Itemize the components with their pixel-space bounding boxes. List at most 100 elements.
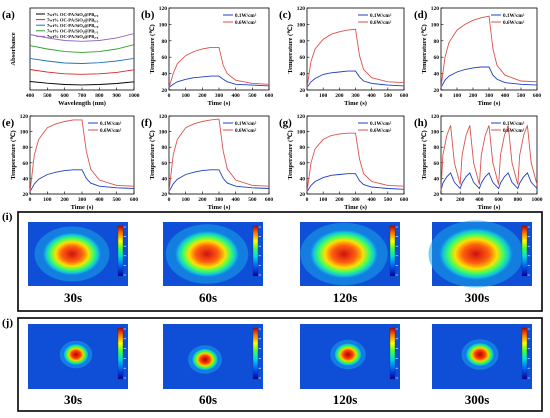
legend-entry: 0.6W/cm²	[235, 128, 257, 134]
legend-entry: 0.6W/cm²	[503, 128, 525, 134]
panel-label: (d)	[414, 9, 428, 21]
y-axis-label: Temperature (℃)	[148, 130, 156, 179]
legend-entry: 7wt% OC-PA/SiO₂@PB₀.₀	[47, 12, 99, 17]
x-tick-label: 200	[198, 197, 207, 203]
x-tick-label: 500	[384, 93, 393, 99]
y-tick-label: 20	[300, 192, 306, 198]
y-axis-label: Temperature (℃)	[420, 24, 428, 73]
x-tick-label: 400	[475, 197, 484, 203]
x-tick-label: 500	[248, 93, 257, 99]
chart-panel-1: (b) 0 100 200 300 400 500 600 20 40 60 80 100 120 Time…	[141, 6, 273, 107]
thermal-frame-2: 120s	[300, 324, 400, 407]
y-tick-label: 60	[300, 55, 306, 61]
x-tick-label: 300	[78, 197, 87, 203]
series-line	[29, 57, 135, 64]
panel-label: (b)	[141, 9, 155, 21]
x-axis-label: Time (s)	[478, 204, 501, 211]
legend-entry: 7wt% OC-PA/SiO₂@PB₁.₀	[47, 23, 99, 28]
y-tick-label: 60	[434, 161, 440, 167]
x-tick-label: 400	[232, 93, 241, 99]
legend-entry: 7wt% OC-PA/SiO₂@PB₀.₅	[47, 17, 99, 22]
legend-entry: 0.1W/cm²	[100, 121, 122, 127]
x-tick-label: 400	[232, 197, 241, 203]
y-axis-label: Absorbance	[10, 32, 17, 65]
thermal-hotspot	[174, 230, 240, 278]
y-tick-label: 120	[431, 6, 440, 12]
legend-entry: 0.6W/cm²	[370, 20, 392, 26]
x-tick-label: 300	[351, 197, 360, 203]
x-tick-label: 600	[265, 197, 274, 203]
y-tick-label: 40	[162, 176, 168, 182]
x-tick-label: 300	[215, 93, 224, 99]
y-tick-label: 60	[434, 55, 440, 61]
thermal-frame-1: 60s	[163, 324, 263, 407]
y-axis-label: Temperature (℃)	[420, 130, 428, 179]
chart-panel-6: (g) 0 100 200 300 400 500 600 20 40 60 80 100 120 Time…	[279, 114, 408, 211]
y-tick-label: 100	[159, 130, 168, 136]
y-tick-label: 120	[20, 114, 29, 120]
y-tick-label: 120	[431, 114, 440, 120]
x-tick-label: 0	[306, 197, 309, 203]
x-tick-label: 700	[78, 93, 87, 99]
x-tick-label: 800	[514, 197, 523, 203]
x-axis-label: Time (s)	[344, 204, 367, 211]
x-tick-label: 600	[533, 93, 542, 99]
thermal-hotspot	[438, 227, 514, 281]
y-tick-label: 80	[434, 39, 440, 45]
chart-panel-0: (a) 400 500 600 700 800 900 1000 Wavelength (nm)…	[2, 7, 140, 107]
y-tick-label: 40	[434, 176, 440, 182]
frame-time-label: 300s	[465, 392, 490, 407]
y-tick-label: 120	[159, 114, 168, 120]
series-line	[306, 70, 405, 88]
thermal-frame-0: 30s	[28, 222, 128, 305]
y-tick-label: 100	[297, 22, 306, 28]
y-axis-label: Temperature (℃)	[148, 24, 156, 73]
thermal-frame-1: 60s	[163, 222, 263, 305]
x-axis-label: Time (s)	[208, 100, 231, 107]
x-tick-label: 200	[456, 197, 465, 203]
x-tick-label: 400	[501, 93, 510, 99]
x-tick-label: 200	[198, 93, 207, 99]
series-line	[306, 173, 405, 192]
y-tick-label: 60	[162, 161, 168, 167]
frame-time-label: 300s	[465, 290, 490, 305]
x-axis-label: Time (s)	[478, 100, 501, 107]
colorbar	[252, 327, 259, 380]
y-axis-label: Temperature (℃)	[286, 24, 294, 73]
x-tick-label: 200	[61, 197, 70, 203]
y-tick-label: 60	[23, 161, 29, 167]
plot-frame	[440, 115, 538, 195]
chart-panel-2: (c) 0 100 200 300 400 500 600 20 40 60 80 100 120 Time…	[279, 6, 408, 107]
panel-label: (g)	[279, 117, 292, 129]
chart-panel-7: (h) 0 200 400 600 800 1000 20 40 60 80 100 120 Time (…	[414, 114, 543, 211]
x-tick-label: 200	[335, 93, 344, 99]
y-tick-label: 40	[300, 176, 306, 182]
x-tick-label: 0	[29, 197, 32, 203]
y-tick-label: 100	[20, 130, 29, 136]
y-tick-label: 60	[162, 55, 168, 61]
thermal-frame-0: 30s	[28, 324, 128, 407]
legend-entry: 7wt% OC-PA/SiO₂@PB₂.₀	[47, 34, 99, 39]
y-tick-label: 20	[23, 192, 29, 198]
x-tick-label: 600	[400, 197, 409, 203]
x-tick-label: 0	[440, 197, 443, 203]
thermal-frame-3: 300s	[432, 324, 532, 407]
series-line	[440, 125, 538, 191]
series-line	[306, 132, 405, 192]
x-tick-label: 300	[351, 93, 360, 99]
panel-label: (h)	[414, 117, 428, 129]
y-tick-label: 100	[297, 130, 306, 136]
legend-entry: 0.6W/cm²	[235, 20, 257, 26]
x-tick-label: 400	[26, 93, 35, 99]
x-tick-label: 1000	[129, 93, 140, 99]
colorbar	[389, 225, 396, 277]
series-line	[168, 118, 270, 192]
x-tick-label: 1000	[532, 197, 543, 203]
x-tick-label: 0	[168, 93, 171, 99]
thermal-hotspot	[191, 348, 219, 371]
frame-time-label: 60s	[199, 392, 217, 407]
y-tick-label: 60	[300, 161, 306, 167]
x-tick-label: 0	[168, 197, 171, 203]
chart-panel-4: (e) 0 100 200 300 400 500 600 20 40 60 80 100 120 Time…	[2, 114, 138, 211]
